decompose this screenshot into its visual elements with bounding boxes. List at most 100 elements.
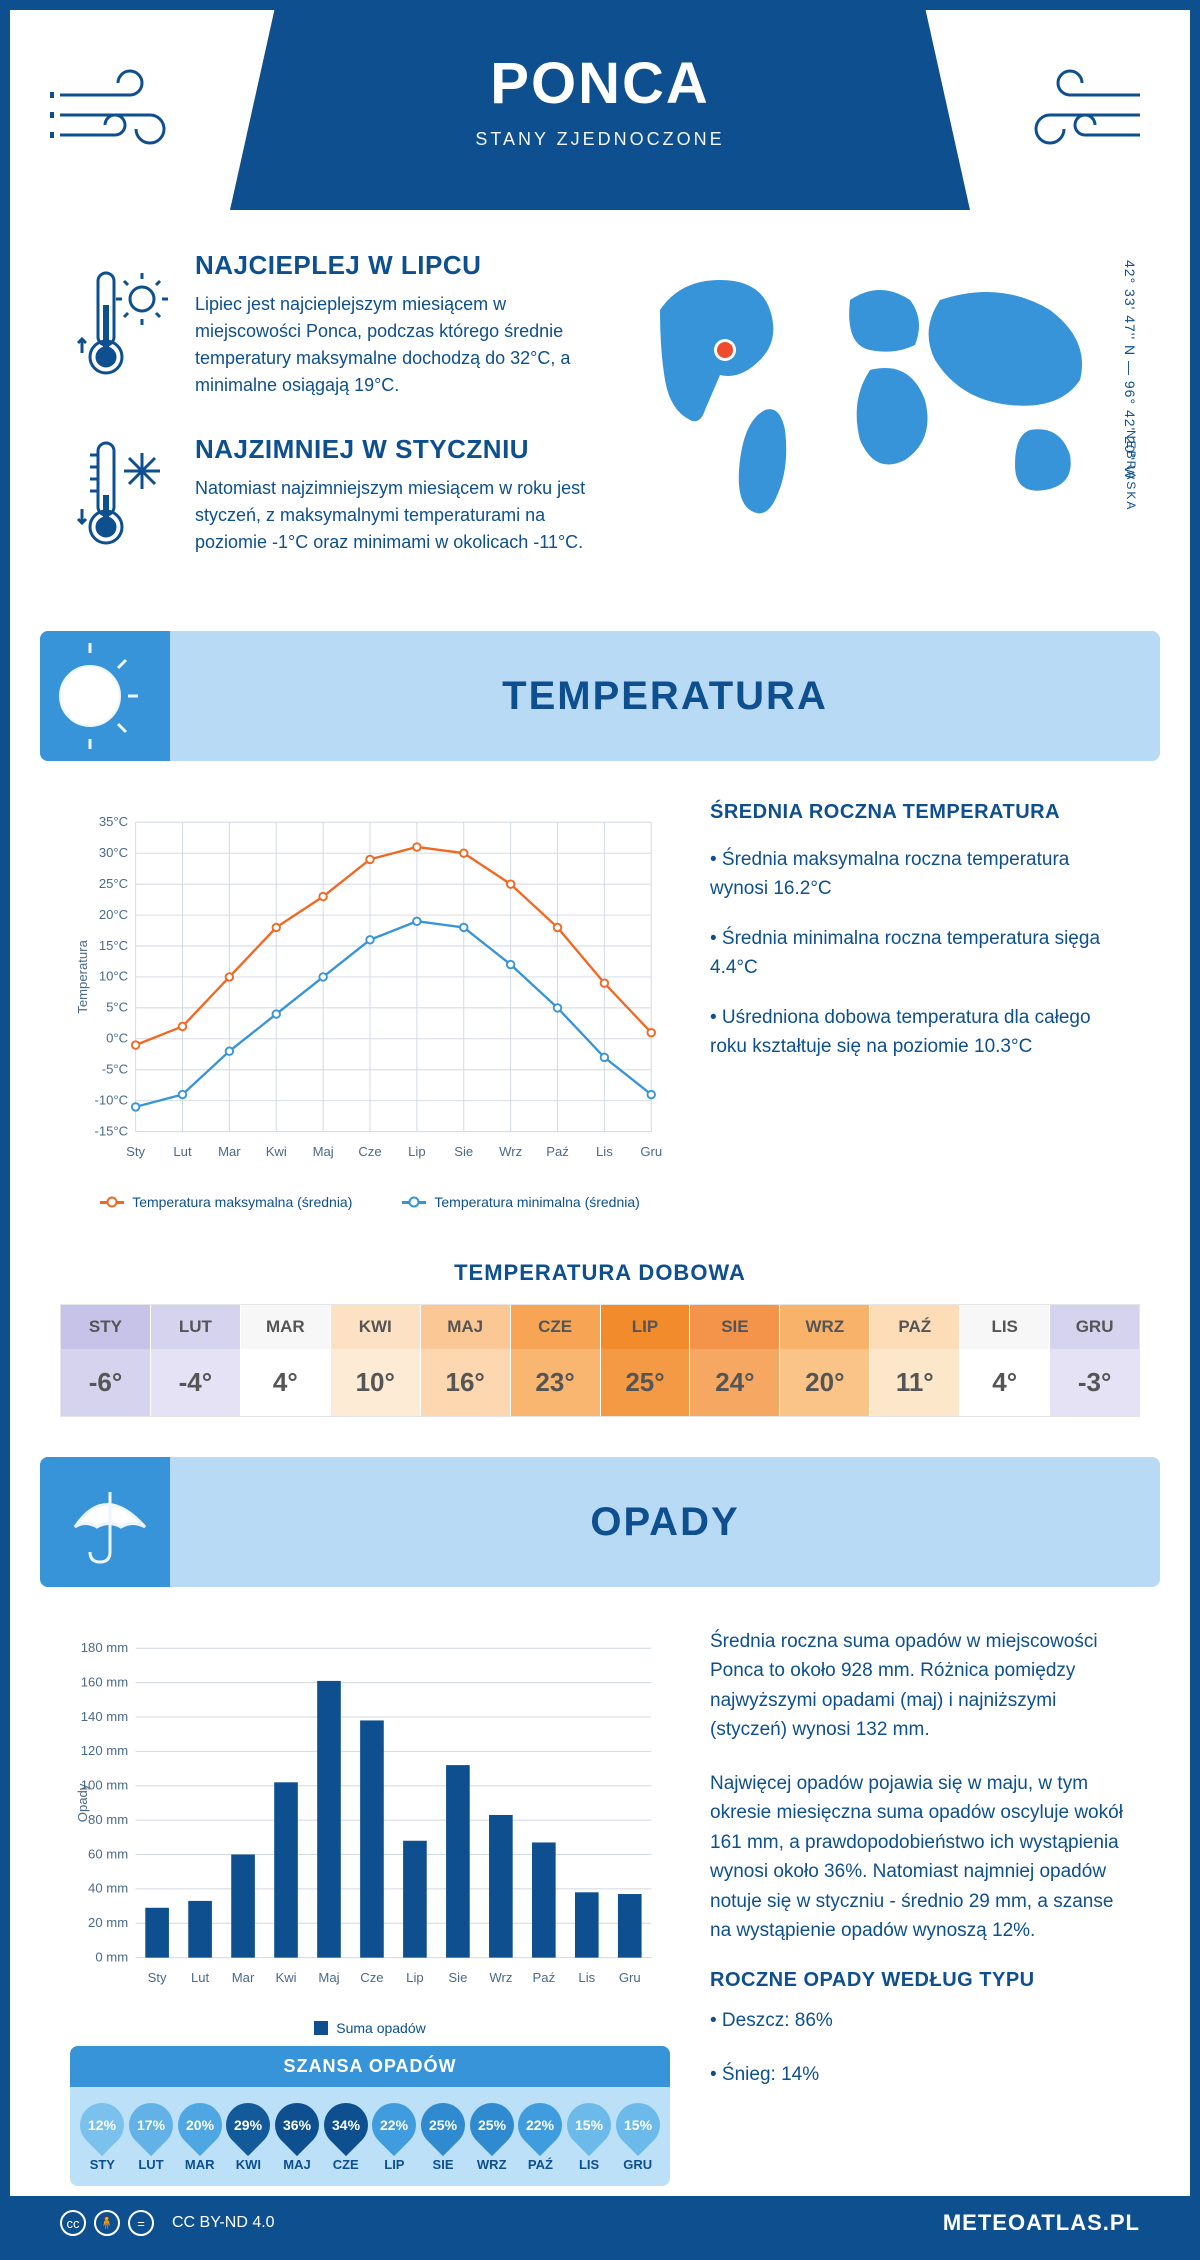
chance-drop: 25% SIE — [421, 2103, 466, 2172]
precip-para: Najwięcej opadów pojawia się w maju, w t… — [710, 1769, 1130, 1946]
svg-text:Sie: Sie — [448, 1970, 467, 1985]
month-cell: WRZ 20° — [780, 1305, 870, 1416]
svg-text:0 mm: 0 mm — [95, 1949, 128, 1964]
precip-legend-label: Suma opadów — [336, 2020, 426, 2036]
month-cell: PAŹ 11° — [870, 1305, 960, 1416]
thermometer-hot-icon — [70, 250, 170, 399]
avg-temp-bullet: • Uśredniona dobowa temperatura dla całe… — [710, 1004, 1130, 1061]
svg-text:Maj: Maj — [313, 1144, 334, 1159]
svg-text:0°C: 0°C — [106, 1031, 128, 1046]
svg-text:180 mm: 180 mm — [81, 1640, 128, 1655]
chance-drop: 15% GRU — [615, 2103, 660, 2172]
month-cell: LIS 4° — [960, 1305, 1050, 1416]
daily-temp-title: TEMPERATURA DOBOWA — [10, 1260, 1190, 1286]
daily-temp-table: STY -6° LUT -4° MAR 4° KWI 10° MAJ 16° C… — [60, 1304, 1140, 1417]
by-icon: 🧍 — [94, 2210, 120, 2236]
chance-drop: 15% LIS — [567, 2103, 612, 2172]
chance-drop: 22% LIP — [372, 2103, 417, 2172]
cold-fact-title: NAJZIMNIEJ W STYCZNIU — [195, 434, 600, 465]
svg-text:140 mm: 140 mm — [81, 1709, 128, 1724]
temperature-row: -15°C-10°C-5°C0°C5°C10°C15°C20°C25°C30°C… — [10, 771, 1190, 1230]
precip-legend: Suma opadów — [70, 2020, 670, 2036]
world-map-icon — [630, 250, 1130, 530]
svg-text:Temperatura: Temperatura — [75, 939, 90, 1013]
chance-drop: 29% KWI — [226, 2103, 271, 2172]
nd-icon: = — [128, 2210, 154, 2236]
svg-text:Lis: Lis — [578, 1970, 595, 1985]
svg-text:Lut: Lut — [191, 1970, 210, 1985]
hot-fact-body: Lipiec jest najcieplejszym miesiącem w m… — [195, 291, 600, 399]
svg-text:Mar: Mar — [218, 1144, 241, 1159]
wind-swirl-icon — [50, 65, 190, 155]
legend-min: Temperatura minimalna (średnia) — [434, 1194, 639, 1210]
city-name: PONCA — [250, 50, 950, 117]
chance-drop: 12% STY — [80, 2103, 125, 2172]
svg-text:Kwi: Kwi — [266, 1144, 287, 1159]
temperature-chart: -15°C-10°C-5°C0°C5°C10°C15°C20°C25°C30°C… — [70, 801, 670, 1210]
svg-text:160 mm: 160 mm — [81, 1674, 128, 1689]
svg-text:5°C: 5°C — [106, 1000, 128, 1015]
precip-type-title: ROCZNE OPADY WEDŁUG TYPU — [710, 1969, 1130, 1992]
month-cell: MAR 4° — [241, 1305, 331, 1416]
svg-text:Gru: Gru — [619, 1970, 641, 1985]
sun-tab-icon — [40, 631, 170, 761]
svg-text:120 mm: 120 mm — [81, 1743, 128, 1758]
brand: METEOATLAS.PL — [943, 2210, 1140, 2236]
legend-max: Temperatura maksymalna (średnia) — [132, 1194, 352, 1210]
precip-para: Średnia roczna suma opadów w miejscowośc… — [710, 1627, 1130, 1745]
month-cell: LIP 25° — [601, 1305, 691, 1416]
svg-text:Wrz: Wrz — [489, 1970, 512, 1985]
svg-text:Kwi: Kwi — [275, 1970, 296, 1985]
wind-swirl-icon — [1010, 65, 1150, 155]
precip-row: 0 mm20 mm40 mm60 mm80 mm100 mm120 mm140 … — [10, 1597, 1190, 2196]
precip-title: OPADY — [170, 1500, 1160, 1545]
cold-fact-body: Natomiast najzimniejszym miesiącem w rok… — [195, 475, 600, 556]
chance-drop: 22% PAŹ — [518, 2103, 563, 2172]
svg-text:Lip: Lip — [408, 1144, 425, 1159]
chance-drop: 20% MAR — [177, 2103, 222, 2172]
month-cell: GRU -3° — [1050, 1305, 1139, 1416]
avg-temp-bullet: • Średnia maksymalna roczna temperatura … — [710, 846, 1130, 903]
country-name: STANY ZJEDNOCZONE — [250, 129, 950, 150]
hot-fact: NAJCIEPLEJ W LIPCU Lipiec jest najcieple… — [70, 250, 600, 399]
svg-text:80 mm: 80 mm — [88, 1812, 128, 1827]
svg-text:10°C: 10°C — [99, 969, 128, 984]
thermometer-cold-icon — [70, 434, 170, 556]
svg-text:Sie: Sie — [454, 1144, 473, 1159]
svg-text:Lis: Lis — [596, 1144, 613, 1159]
svg-text:Lut: Lut — [173, 1144, 192, 1159]
svg-text:Paź: Paź — [546, 1144, 569, 1159]
chance-drop: 34% CZE — [323, 2103, 368, 2172]
header-center: PONCA STANY ZJEDNOCZONE — [230, 10, 970, 210]
precip-banner: OPADY — [40, 1457, 1160, 1587]
svg-text:Mar: Mar — [232, 1970, 255, 1985]
temp-legend: Temperatura maksymalna (średnia) Tempera… — [70, 1194, 670, 1210]
temperature-banner: TEMPERATURA — [40, 631, 1160, 761]
svg-text:-10°C: -10°C — [94, 1092, 128, 1107]
header: PONCA STANY ZJEDNOCZONE — [10, 10, 1190, 210]
umbrella-tab-icon — [40, 1457, 170, 1587]
svg-text:35°C: 35°C — [99, 814, 128, 829]
svg-text:60 mm: 60 mm — [88, 1846, 128, 1861]
svg-text:15°C: 15°C — [99, 938, 128, 953]
month-cell: CZE 23° — [511, 1305, 601, 1416]
precip-type-bullet: • Deszcz: 86% — [710, 2006, 1130, 2035]
chance-box: SZANSA OPADÓW 12% STY 17% LUT 20% MAR 29… — [70, 2046, 670, 2186]
month-cell: MAJ 16° — [421, 1305, 511, 1416]
page: PONCA STANY ZJEDNOCZONE — [0, 0, 1200, 2260]
svg-text:30°C: 30°C — [99, 845, 128, 860]
svg-text:-5°C: -5°C — [102, 1062, 128, 1077]
avg-temp-title: ŚREDNIA ROCZNA TEMPERATURA — [710, 801, 1130, 824]
license-block: cc 🧍 = CC BY-ND 4.0 — [60, 2210, 275, 2236]
svg-text:Wrz: Wrz — [499, 1144, 522, 1159]
chance-title: SZANSA OPADÓW — [70, 2046, 670, 2087]
footer: cc 🧍 = CC BY-ND 4.0 METEOATLAS.PL — [10, 2196, 1190, 2250]
svg-text:25°C: 25°C — [99, 876, 128, 891]
svg-text:Sty: Sty — [148, 1970, 167, 1985]
month-cell: LUT -4° — [151, 1305, 241, 1416]
cold-fact: NAJZIMNIEJ W STYCZNIU Natomiast najzimni… — [70, 434, 600, 556]
svg-text:Cze: Cze — [358, 1144, 381, 1159]
svg-text:-15°C: -15°C — [94, 1123, 128, 1138]
cc-icon: cc — [60, 2210, 86, 2236]
month-cell: KWI 10° — [331, 1305, 421, 1416]
